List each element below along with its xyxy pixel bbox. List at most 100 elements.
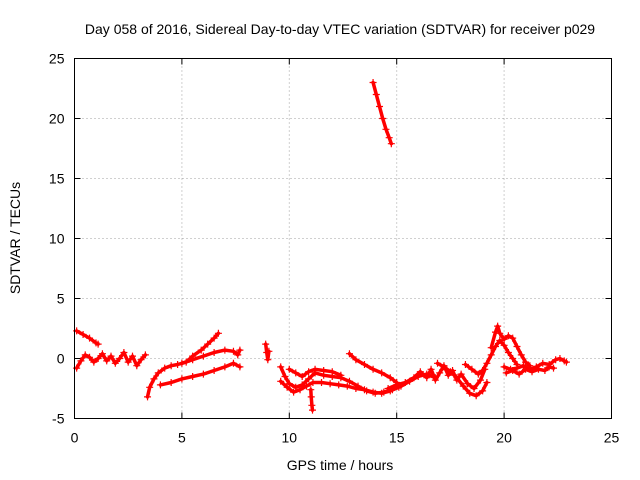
- data-point: [328, 368, 336, 376]
- data-point: [515, 370, 523, 378]
- data-point: [372, 91, 380, 98]
- data-point: [189, 356, 197, 364]
- data-point: [500, 341, 508, 349]
- y-tick-label: 15: [49, 171, 65, 187]
- data-point: [174, 361, 182, 368]
- data-point: [128, 352, 136, 360]
- data-point: [265, 347, 273, 355]
- data-point: [283, 383, 291, 391]
- data-point: [440, 363, 448, 371]
- data-point: [466, 389, 474, 397]
- data-point: [141, 351, 149, 359]
- data-point: [81, 351, 89, 359]
- data-point: [221, 363, 229, 371]
- data-point: [178, 359, 186, 367]
- data-point: [384, 385, 392, 392]
- data-point: [494, 322, 502, 330]
- data-point: [292, 369, 300, 377]
- data-point: [178, 375, 186, 383]
- data-point: [483, 359, 491, 367]
- data-point: [461, 361, 469, 368]
- data-point: [204, 340, 212, 348]
- data-point: [401, 379, 409, 386]
- data-point: [534, 365, 542, 373]
- data-segment-10: [345, 350, 401, 386]
- data-point: [378, 389, 386, 397]
- x-axis-label: GPS time / hours: [287, 457, 394, 473]
- y-tick-label: 20: [49, 111, 65, 127]
- data-point: [470, 385, 478, 392]
- data-point: [156, 381, 164, 389]
- data-point: [296, 386, 304, 394]
- plot-frame: [74, 58, 612, 419]
- x-tick-label: 10: [282, 430, 298, 446]
- data-segment-0: [73, 327, 102, 348]
- data-point: [369, 388, 377, 396]
- data-point: [509, 334, 517, 342]
- data-point: [369, 365, 377, 373]
- data-point: [94, 340, 102, 348]
- data-point: [214, 329, 222, 337]
- data-point: [229, 359, 237, 367]
- data-segment-1: [73, 349, 149, 372]
- data-point: [210, 367, 218, 374]
- data-point: [199, 370, 207, 378]
- data-point: [513, 343, 521, 350]
- y-tick-label: 5: [57, 291, 65, 307]
- data-point: [487, 344, 495, 352]
- data-point: [476, 376, 484, 384]
- data-point: [387, 140, 395, 148]
- data-point: [431, 376, 439, 384]
- data-point: [552, 356, 560, 364]
- data-point: [539, 359, 547, 367]
- data-point: [146, 383, 154, 391]
- data-segment-6: [277, 363, 439, 397]
- data-point: [483, 379, 491, 386]
- data-point: [472, 392, 480, 400]
- data-point: [345, 377, 353, 385]
- data-point: [111, 359, 119, 367]
- data-point: [453, 374, 461, 382]
- data-segment-4: [178, 346, 244, 367]
- data-point: [308, 401, 316, 409]
- data-point: [77, 357, 85, 365]
- data-point: [500, 335, 508, 343]
- data-point: [103, 357, 111, 365]
- data-point: [298, 373, 306, 380]
- y-tick-label: 25: [49, 51, 65, 67]
- data-point: [229, 347, 237, 355]
- data-segment-11: [369, 79, 395, 148]
- data-point: [423, 374, 431, 382]
- data-point: [86, 334, 94, 342]
- data-point: [277, 377, 285, 385]
- data-point: [556, 355, 564, 362]
- data-segment-14: [461, 337, 521, 378]
- data-point: [144, 393, 152, 401]
- data-point: [107, 352, 115, 360]
- data-point: [236, 346, 244, 354]
- data-segment-8: [285, 365, 345, 380]
- data-point: [479, 367, 487, 374]
- y-tick-labels: -5 0 5 10 15 20 25: [49, 51, 65, 427]
- data-point: [307, 386, 315, 394]
- data-point: [360, 386, 368, 394]
- data-point: [290, 388, 298, 396]
- data-point: [199, 352, 207, 360]
- data-point: [562, 358, 570, 366]
- data-trace: [386, 363, 487, 391]
- data-point: [545, 363, 553, 371]
- data-point: [479, 387, 487, 395]
- data-point: [509, 367, 517, 374]
- data-point: [281, 373, 289, 380]
- data-point: [416, 368, 424, 376]
- data-segment-17: [502, 363, 558, 378]
- data-point: [98, 350, 106, 358]
- data-segment-13: [434, 359, 491, 400]
- data-point: [197, 346, 205, 354]
- data-point: [345, 350, 353, 358]
- data-point: [487, 351, 495, 359]
- data-point: [133, 362, 141, 370]
- data-point: [305, 375, 313, 383]
- data-point: [285, 365, 293, 373]
